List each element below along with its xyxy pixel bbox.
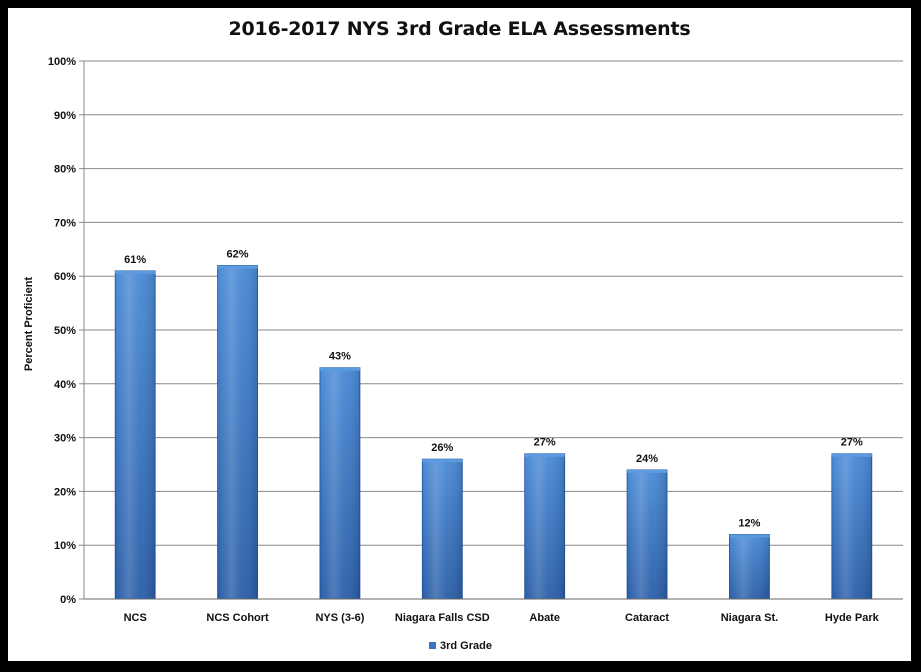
x-tick-label: Abate bbox=[529, 612, 560, 624]
bar-group: 26% bbox=[421, 442, 463, 600]
bar-cap bbox=[319, 367, 360, 371]
bar-shine bbox=[729, 534, 770, 599]
y-tick-label: 100% bbox=[48, 56, 76, 68]
bar-group: 24% bbox=[626, 453, 668, 600]
bar-cap bbox=[217, 265, 258, 269]
data-label: 61% bbox=[124, 254, 146, 266]
bar-chart: 0% 10% 20% 30% 40% 50% 60% 70% 80% 90% 100% 61% 62%… bbox=[23, 56, 903, 652]
gridlines bbox=[83, 60, 903, 600]
y-tick-label: 40% bbox=[54, 379, 76, 391]
data-label: 27% bbox=[841, 437, 863, 449]
y-tick-label: 20% bbox=[54, 486, 76, 498]
bar-shine bbox=[627, 469, 668, 599]
x-tick-label: NCS bbox=[124, 612, 147, 624]
y-axis-ticks: 0% 10% 20% 30% 40% 50% 60% 70% 80% 90% 100% bbox=[48, 56, 84, 606]
data-label: 27% bbox=[534, 437, 556, 449]
chart-title: 2016-2017 NYS 3rd Grade ELA Assessments bbox=[228, 18, 691, 40]
x-tick-label: NCS Cohort bbox=[206, 612, 269, 624]
bar-shine bbox=[422, 459, 463, 599]
data-label: 26% bbox=[431, 442, 453, 454]
y-tick-label: 60% bbox=[54, 271, 76, 283]
x-tick-label: Niagara St. bbox=[721, 612, 778, 624]
bar-shine bbox=[524, 453, 565, 599]
bar-group: 27% bbox=[524, 437, 566, 600]
bar-shine bbox=[217, 265, 258, 599]
bar-cap bbox=[627, 469, 668, 473]
bar-cap bbox=[729, 534, 770, 538]
bar-group: 43% bbox=[319, 351, 361, 600]
x-tick-label: Hyde Park bbox=[825, 612, 880, 624]
legend-swatch bbox=[429, 642, 436, 649]
bar-shine bbox=[115, 270, 156, 599]
y-axis-title: Percent Proficient bbox=[23, 277, 35, 371]
y-tick-label: 10% bbox=[54, 540, 76, 552]
bar-group: 12% bbox=[729, 517, 770, 600]
y-tick-label: 0% bbox=[60, 594, 76, 606]
bar-cap bbox=[524, 453, 565, 457]
bar-cap bbox=[422, 459, 463, 463]
legend-label: 3rd Grade bbox=[440, 640, 492, 652]
bar-cap bbox=[115, 270, 156, 274]
bars: 61% 62% 43% 26% 27% 24% 12% 27% bbox=[114, 248, 873, 600]
data-label: 62% bbox=[227, 248, 249, 260]
chart-area: 2016-2017 NYS 3rd Grade ELA Assessments … bbox=[8, 8, 911, 661]
data-label: 43% bbox=[329, 351, 351, 363]
bar-group: 27% bbox=[831, 437, 873, 600]
y-tick-label: 50% bbox=[54, 325, 76, 337]
bar-group: 62% bbox=[217, 248, 258, 600]
data-label: 24% bbox=[636, 453, 658, 465]
legend: 3rd Grade bbox=[429, 640, 492, 652]
data-label: 12% bbox=[738, 517, 760, 529]
x-tick-label: Niagara Falls CSD bbox=[395, 612, 490, 624]
bar-group: 61% bbox=[114, 254, 156, 600]
bar-shine bbox=[831, 453, 872, 599]
x-axis-ticks: NCS NCS Cohort NYS (3-6) Niagara Falls CSD A… bbox=[84, 598, 903, 624]
bar-cap bbox=[831, 453, 872, 457]
y-tick-label: 80% bbox=[54, 164, 76, 176]
bar-shine bbox=[319, 367, 360, 599]
x-tick-label: Cataract bbox=[625, 612, 669, 624]
y-tick-label: 30% bbox=[54, 433, 76, 445]
y-tick-label: 90% bbox=[54, 110, 76, 122]
x-tick-label: NYS (3-6) bbox=[315, 612, 364, 624]
y-tick-label: 70% bbox=[54, 217, 76, 229]
